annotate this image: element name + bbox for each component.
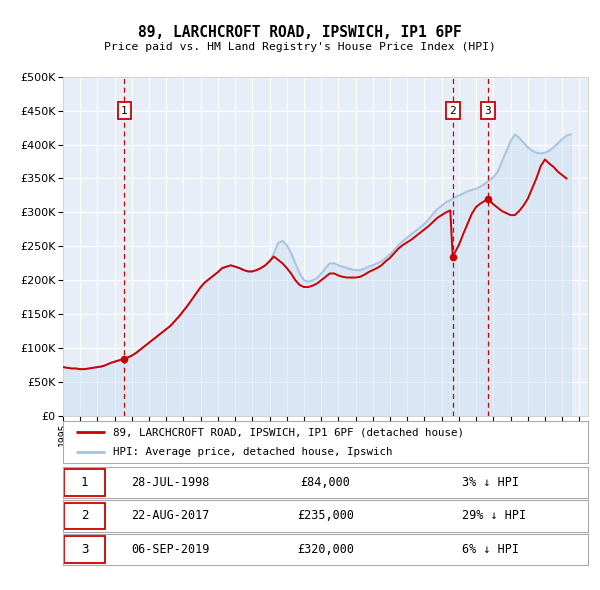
Text: 3% ↓ HPI: 3% ↓ HPI xyxy=(462,476,519,489)
Text: 6% ↓ HPI: 6% ↓ HPI xyxy=(462,543,519,556)
Text: £320,000: £320,000 xyxy=(297,543,354,556)
FancyBboxPatch shape xyxy=(64,503,105,529)
Text: £235,000: £235,000 xyxy=(297,509,354,523)
Text: 89, LARCHCROFT ROAD, IPSWICH, IP1 6PF: 89, LARCHCROFT ROAD, IPSWICH, IP1 6PF xyxy=(138,25,462,40)
Text: 22-AUG-2017: 22-AUG-2017 xyxy=(131,509,209,523)
Text: 89, LARCHCROFT ROAD, IPSWICH, IP1 6PF (detached house): 89, LARCHCROFT ROAD, IPSWICH, IP1 6PF (d… xyxy=(113,427,464,437)
Text: 3: 3 xyxy=(81,543,88,556)
Text: 2: 2 xyxy=(449,106,456,116)
FancyBboxPatch shape xyxy=(64,469,105,496)
Text: 28-JUL-1998: 28-JUL-1998 xyxy=(131,476,209,489)
Text: 3: 3 xyxy=(484,106,491,116)
Text: 1: 1 xyxy=(81,476,88,489)
Text: 1: 1 xyxy=(121,106,128,116)
Text: 29% ↓ HPI: 29% ↓ HPI xyxy=(462,509,526,523)
Text: Price paid vs. HM Land Registry's House Price Index (HPI): Price paid vs. HM Land Registry's House … xyxy=(104,42,496,53)
Text: 06-SEP-2019: 06-SEP-2019 xyxy=(131,543,209,556)
Text: HPI: Average price, detached house, Ipswich: HPI: Average price, detached house, Ipsw… xyxy=(113,447,392,457)
Text: £84,000: £84,000 xyxy=(301,476,350,489)
Text: 2: 2 xyxy=(81,509,88,523)
FancyBboxPatch shape xyxy=(64,536,105,563)
